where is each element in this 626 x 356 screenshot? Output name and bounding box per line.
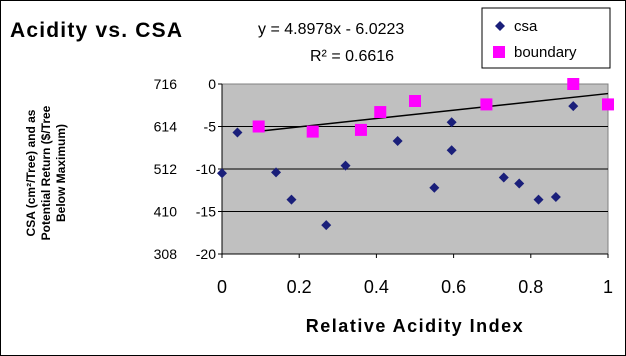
trendline-r-squared: R² = 0.6616 <box>310 48 394 65</box>
y-axis-label-line-3: Below Maximum) <box>54 124 68 222</box>
data-point-csa <box>392 135 403 146</box>
data-point-boundary <box>480 98 493 111</box>
trendline-equation: y = 4.8978x - 6.0223 <box>258 21 404 38</box>
data-point-boundary <box>374 106 387 119</box>
legend-label-csa: csa <box>514 18 538 35</box>
trendline <box>256 92 609 133</box>
data-point-csa <box>429 182 440 193</box>
y-axis-label-line-1: CSA (cm²/Tree) and as <box>24 109 38 236</box>
x-tick-label: 0 <box>217 277 227 297</box>
y-axis-label-line-2: Potential Return ($/Tree <box>39 105 53 240</box>
x-tick-label: 0.6 <box>441 277 466 297</box>
x-tick-label: 1 <box>603 277 613 297</box>
gridlines <box>222 126 608 212</box>
inner-axis-tick-label: -5 <box>204 119 217 135</box>
data-point-csa <box>446 117 457 128</box>
data-point-csa <box>217 168 227 179</box>
legend-label-boundary: boundary <box>514 44 577 61</box>
legend-marker-csa <box>495 21 505 31</box>
inner-axis-tick-label: 0 <box>208 76 216 92</box>
data-point-boundary <box>409 95 421 107</box>
legend: csa boundary <box>481 7 611 69</box>
x-tick-label: 0.2 <box>287 277 312 297</box>
data-point-csa <box>498 172 509 183</box>
left-axis-tick-label: 512 <box>154 161 178 177</box>
left-axis-tick-label: 614 <box>154 119 178 135</box>
data-point-csa <box>514 178 525 189</box>
inner-axis-tick-label: -15 <box>196 204 216 220</box>
inner-axis-tick-label: -10 <box>196 161 216 177</box>
data-point-csa <box>533 194 544 205</box>
x-tick-label: 0.8 <box>518 277 543 297</box>
left-axis-tick-label: 716 <box>154 76 178 92</box>
legend-marker-boundary <box>493 46 505 58</box>
data-point-csa <box>271 167 282 178</box>
data-point-boundary <box>354 123 367 136</box>
data-point-boundary <box>567 78 580 90</box>
y-axis-label: CSA (cm²/Tree) and as Potential Return (… <box>24 105 68 240</box>
inner-axis-tick-label: -20 <box>196 246 216 262</box>
data-points <box>217 78 614 231</box>
data-point-boundary <box>252 120 265 133</box>
chart-title: Acidity vs. CSA <box>10 19 183 42</box>
x-tick-label: 0.4 <box>364 277 389 297</box>
data-point-csa <box>550 192 561 203</box>
data-point-csa <box>568 101 579 112</box>
left-axis-tick-label: 410 <box>154 204 178 220</box>
inner-axis-ticks: 0 -5 -10 -15 -20 <box>196 76 222 262</box>
data-point-csa <box>232 127 243 138</box>
x-axis-ticks: 0 0.2 0.4 0.6 0.8 1 <box>217 254 613 297</box>
left-axis-ticks: 716 614 512 410 308 <box>154 76 178 262</box>
left-axis-tick-label: 308 <box>154 246 178 262</box>
data-point-boundary <box>602 98 614 111</box>
x-axis-label: Relative Acidity Index <box>306 316 524 336</box>
data-point-csa <box>321 220 332 231</box>
data-point-csa <box>340 160 351 171</box>
data-point-boundary <box>306 125 319 138</box>
data-point-csa <box>446 145 457 156</box>
data-point-csa <box>286 194 297 205</box>
